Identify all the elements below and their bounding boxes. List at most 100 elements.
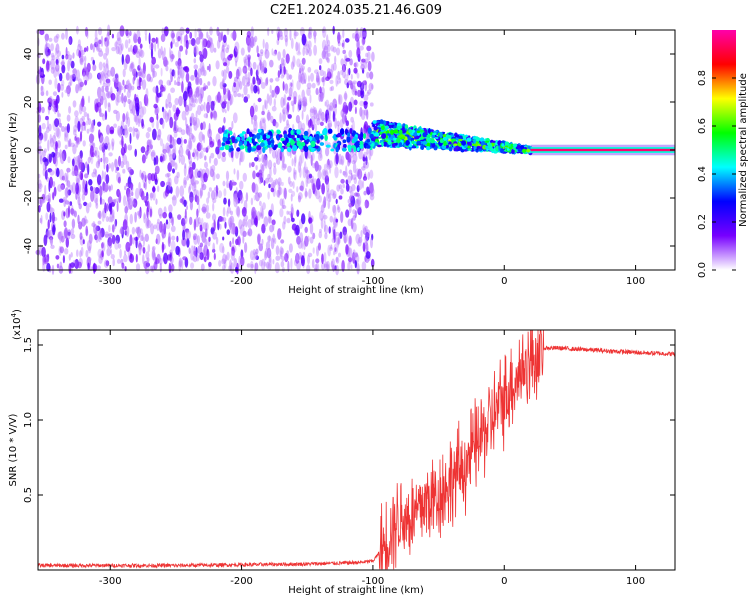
spectrogram-cell: [50, 52, 55, 58]
spectrogram-cell: [138, 101, 142, 110]
spectrogram-cell: [45, 212, 49, 221]
spectrogram-cell: [329, 192, 332, 203]
spectrogram-cell: [239, 80, 243, 90]
spectrogram-cell: [146, 73, 152, 82]
spectrogram-cell: [275, 255, 281, 261]
spectrogram-cell: [116, 166, 120, 171]
spectrogram-cell: [293, 171, 297, 181]
spectrogram-cell: [306, 87, 311, 96]
spectrogram-cell: [342, 139, 347, 143]
spectrogram-cell: [293, 96, 297, 105]
spectrogram-cell: [135, 187, 140, 200]
spectrogram-cell: [124, 84, 129, 90]
spectrogram-cell: [299, 127, 305, 136]
spectrogram-cell: [257, 234, 261, 245]
spectrogram-cell: [127, 98, 131, 105]
spectrogram-cell: [173, 145, 177, 157]
spectrogram-cell: [466, 137, 472, 142]
spectrogram-cell: [218, 260, 222, 267]
spectrogram-cell: [391, 122, 396, 126]
spectrogram-cell: [212, 108, 216, 118]
spectrogram-cell: [335, 256, 340, 264]
spectrogram-cell: [152, 191, 156, 201]
spectrogram-cell: [71, 158, 75, 167]
spectrogram-cell: [280, 74, 285, 79]
spectrogram-cell: [340, 188, 344, 195]
spectrogram-cell: [157, 218, 160, 224]
spectrogram-cell: [338, 195, 343, 200]
spectrogram-cell: [439, 139, 444, 144]
spectrogram-cell: [198, 131, 204, 143]
spectrogram-cell: [368, 149, 372, 161]
spectrogram-cell: [226, 229, 231, 236]
spectrogram-cell: [225, 66, 230, 74]
spectrogram-cell: [187, 103, 193, 112]
spectrogram-cell: [362, 227, 367, 235]
spectrogram-cell: [308, 26, 313, 35]
spectrogram-cell: [120, 120, 125, 131]
spectrogram-cell: [261, 110, 265, 116]
spectrogram-cell: [115, 234, 120, 244]
spectrogram-cell: [266, 247, 272, 259]
spectrogram-cell: [232, 30, 237, 41]
spectrogram-cell: [122, 128, 126, 136]
spectrogram-cell: [332, 193, 337, 200]
spectrogram-cell: [233, 82, 237, 88]
spectrogram-cell: [264, 49, 270, 59]
spectrogram-cell: [174, 117, 178, 130]
spectrogram-cell: [70, 74, 76, 79]
spectrogram-cell: [261, 238, 264, 246]
spectrogram-cell: [282, 97, 286, 107]
spectrogram-cell: [130, 62, 134, 69]
spectrogram-cell: [84, 215, 87, 226]
spectrogram-cell: [255, 104, 258, 112]
spectrogram-cell: [340, 211, 344, 224]
spectrogram-cell: [365, 229, 371, 237]
spectrogram-cell: [323, 118, 326, 122]
spectrogram-cell: [311, 82, 316, 89]
spectrogram-cell: [52, 181, 56, 187]
spectrogram-cell: [222, 253, 227, 264]
spectrogram-cell: [332, 62, 337, 71]
spectrogram-cell: [300, 73, 306, 85]
spectrogram-cell: [169, 252, 172, 262]
spectrogram-cell: [233, 258, 238, 268]
spectrogram-cell: [279, 112, 282, 124]
spectrogram-cell: [512, 143, 518, 147]
spectrogram-cell: [201, 37, 206, 48]
spectrogram-cell: [257, 157, 261, 162]
spectrogram-cell: [76, 69, 80, 82]
spectrogram-cell: [279, 208, 284, 218]
spectrogram-cell: [291, 223, 297, 231]
spectrogram-cell: [150, 42, 154, 49]
spectrogram-cell: [209, 26, 213, 36]
spectrogram-cell: [223, 62, 228, 67]
spectrogram-cell: [175, 185, 180, 198]
spectrogram-cell: [222, 83, 227, 88]
spectrogram-cell: [225, 179, 229, 189]
x-tick-label: 0: [501, 276, 507, 287]
spectrogram-cell: [292, 124, 295, 131]
spectrogram-cell: [117, 43, 123, 55]
spectrogram-cell: [323, 252, 327, 263]
spectrogram-cell: [141, 118, 144, 128]
spectrogram-cell: [45, 256, 49, 264]
spectrogram-cell: [192, 116, 197, 126]
spectrogram-cell: [258, 54, 263, 62]
spectrogram-cell: [70, 208, 75, 215]
spectrogram-cell: [357, 198, 360, 209]
spectrogram-cell: [284, 252, 289, 263]
spectrogram-cell: [224, 130, 228, 134]
spectrogram-cell: [101, 142, 106, 153]
spectrogram-cell: [310, 72, 314, 82]
spectrogram-cell: [320, 111, 325, 122]
colorbar-tick-label: 0.4: [697, 166, 708, 182]
spectrogram-cell: [500, 148, 504, 154]
spectrogram-cell: [136, 210, 142, 216]
spectrogram-cell: [194, 180, 200, 185]
spectrogram-cell: [221, 44, 225, 53]
spectrogram-cell: [361, 261, 367, 271]
spectrogram-cell: [210, 100, 215, 111]
spectrogram-cell: [306, 178, 311, 184]
spectrogram-cell: [434, 136, 439, 140]
